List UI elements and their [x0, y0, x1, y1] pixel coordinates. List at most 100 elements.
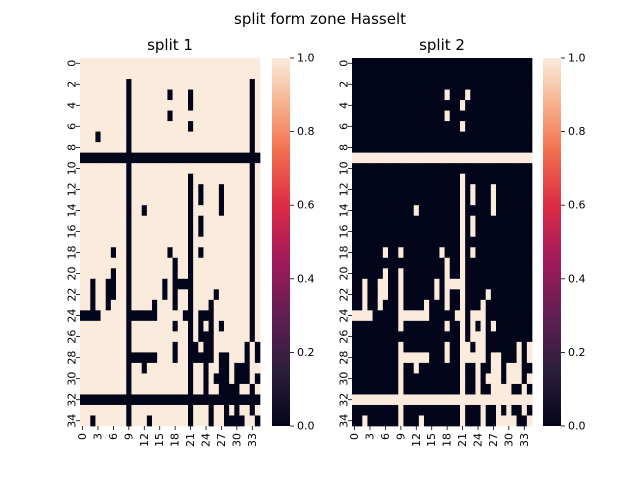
- heatmap-cell: [424, 89, 430, 101]
- heatmap-cell: [460, 205, 466, 217]
- heatmap-cell: [116, 362, 122, 374]
- heatmap-cell: [352, 310, 358, 322]
- heatmap-cell: [239, 247, 245, 259]
- heatmap-cell: [377, 163, 384, 175]
- heatmap-cell: [424, 278, 430, 290]
- heatmap-cell: [434, 383, 440, 395]
- heatmap-cell: [126, 373, 132, 385]
- heatmap-cell: [496, 289, 502, 301]
- heatmap-cell: [424, 100, 430, 111]
- heatmap-cell: [449, 289, 456, 301]
- heatmap-cell: [239, 142, 245, 153]
- heatmap-cell: [208, 131, 215, 143]
- heatmap-cell: [95, 320, 101, 332]
- heatmap-cell: [516, 362, 523, 374]
- heatmap-cell: [85, 194, 91, 206]
- heatmap-cell: [413, 257, 420, 269]
- heatmap-cell: [444, 79, 451, 90]
- heatmap-cell: [516, 205, 523, 217]
- heatmap-cell: [146, 394, 153, 406]
- heatmap-cell: [398, 352, 404, 364]
- heatmap-cell: [475, 310, 481, 322]
- heatmap-cell: [490, 68, 497, 80]
- heatmap-cell: [398, 100, 404, 111]
- heatmap-cell: [352, 247, 358, 259]
- heatmap-cell: [95, 173, 101, 185]
- heatmap-cell: [208, 79, 215, 90]
- heatmap-cell: [511, 268, 517, 280]
- heatmap-cell: [218, 79, 225, 90]
- heatmap-cell: [100, 320, 107, 332]
- heatmap-cell: [526, 173, 533, 185]
- heatmap-cell: [398, 79, 404, 90]
- heatmap-cell: [80, 79, 86, 90]
- heatmap-cell: [516, 394, 523, 406]
- heatmap-cell: [444, 215, 451, 227]
- heatmap-cell: [506, 341, 512, 353]
- heatmap-cell: [424, 121, 430, 132]
- heatmap-cell: [85, 247, 91, 259]
- heatmap-cell: [182, 310, 189, 322]
- heatmap-cell: [141, 142, 148, 153]
- heatmap-cell: [105, 320, 112, 332]
- heatmap-cell: [382, 289, 389, 301]
- heatmap-cell: [136, 341, 143, 353]
- heatmap-cell: [398, 215, 404, 227]
- heatmap-cell: [100, 257, 107, 269]
- heatmap-cell: [449, 352, 456, 364]
- heatmap-cell: [367, 121, 373, 132]
- heatmap-cell: [444, 194, 451, 206]
- heatmap-cell: [377, 131, 384, 143]
- heatmap-cell: [95, 331, 101, 343]
- heatmap-cell: [429, 236, 435, 248]
- heatmap-cell: [475, 89, 481, 101]
- heatmap-cell: [136, 79, 143, 90]
- heatmap-cell: [239, 299, 245, 311]
- heatmap-cell: [141, 310, 148, 322]
- heatmap-cell: [490, 362, 497, 374]
- heatmap-cell: [182, 89, 189, 101]
- x-tick-label: 9: [122, 433, 135, 440]
- heatmap-cell: [511, 247, 517, 259]
- heatmap-cell: [362, 121, 368, 132]
- x-tick-label: 0: [348, 433, 361, 440]
- heatmap-cell: [444, 173, 451, 185]
- heatmap-cell: [239, 173, 245, 185]
- heatmap-cell: [234, 100, 240, 111]
- heatmap-cell: [526, 152, 533, 164]
- heatmap-cell: [224, 131, 230, 143]
- heatmap-cell: [177, 173, 184, 185]
- heatmap-cell: [408, 341, 415, 353]
- heatmap-cell: [141, 352, 148, 364]
- heatmap-cell: [162, 373, 168, 385]
- heatmap-cell: [480, 404, 487, 416]
- heatmap-cell: [177, 163, 184, 175]
- heatmap-cell: [506, 289, 512, 301]
- heatmap-cell: [188, 100, 194, 111]
- heatmap-cell: [506, 184, 512, 196]
- heatmap-cell: [203, 404, 209, 416]
- heatmap-cell: [203, 58, 209, 69]
- heatmap-cell: [208, 373, 215, 385]
- heatmap-cell: [429, 289, 435, 301]
- heatmap-cell: [218, 89, 225, 101]
- heatmap-cell: [449, 404, 456, 416]
- heatmap-cell: [116, 257, 122, 269]
- heatmap-cell: [239, 320, 245, 332]
- heatmap-cell: [208, 383, 215, 395]
- heatmap-cell: [121, 131, 127, 143]
- heatmap-cell: [126, 205, 132, 217]
- heatmap-cell: [444, 247, 451, 259]
- heatmap-cell: [434, 110, 440, 122]
- heatmap-cell: [418, 268, 425, 280]
- heatmap-cell: [141, 152, 148, 164]
- heatmap-cell: [141, 226, 148, 238]
- heatmap-cell: [110, 404, 117, 416]
- heatmap-cell: [100, 58, 107, 69]
- heatmap-cell: [418, 121, 425, 132]
- heatmap-cell: [506, 320, 512, 332]
- heatmap-cell: [90, 121, 96, 132]
- heatmap-cell: [234, 257, 240, 269]
- heatmap-cell: [85, 383, 91, 395]
- heatmap-cell: [475, 184, 481, 196]
